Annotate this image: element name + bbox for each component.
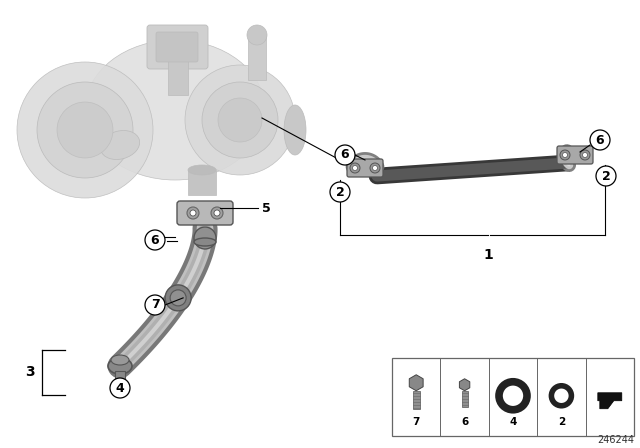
Circle shape	[372, 165, 378, 171]
Circle shape	[170, 290, 186, 306]
Text: 7: 7	[413, 417, 420, 427]
Text: 6: 6	[461, 417, 468, 427]
Circle shape	[211, 207, 223, 219]
Ellipse shape	[284, 105, 306, 155]
Circle shape	[590, 130, 610, 150]
Bar	[413, 391, 420, 409]
Circle shape	[110, 378, 130, 398]
Text: 2: 2	[602, 169, 611, 182]
Text: 6: 6	[150, 233, 159, 246]
Polygon shape	[409, 375, 423, 391]
Circle shape	[185, 65, 295, 175]
Bar	[115, 371, 125, 383]
Circle shape	[194, 227, 216, 249]
Ellipse shape	[188, 165, 216, 175]
Ellipse shape	[85, 40, 265, 180]
Bar	[392, 358, 634, 436]
FancyBboxPatch shape	[147, 25, 208, 69]
Text: 4: 4	[509, 417, 516, 427]
Circle shape	[247, 25, 267, 45]
Circle shape	[370, 163, 380, 173]
Text: 4: 4	[116, 382, 124, 395]
Circle shape	[145, 295, 165, 315]
Circle shape	[37, 82, 133, 178]
Ellipse shape	[194, 238, 216, 246]
Circle shape	[596, 166, 616, 186]
Circle shape	[190, 210, 196, 216]
Circle shape	[165, 285, 191, 311]
FancyBboxPatch shape	[347, 159, 383, 177]
Text: 6: 6	[596, 134, 604, 146]
Circle shape	[57, 102, 113, 158]
Text: 246244: 246244	[597, 435, 634, 445]
Bar	[168, 60, 188, 95]
Text: 2: 2	[558, 417, 565, 427]
Circle shape	[499, 382, 527, 410]
Circle shape	[17, 62, 153, 198]
Circle shape	[563, 152, 568, 158]
Text: 1: 1	[483, 248, 493, 262]
Text: 5: 5	[262, 202, 271, 215]
Text: 6: 6	[340, 148, 349, 161]
Text: 2: 2	[335, 185, 344, 198]
Bar	[461, 391, 468, 407]
Circle shape	[145, 230, 165, 250]
Circle shape	[214, 210, 220, 216]
Circle shape	[218, 98, 262, 142]
Text: 7: 7	[150, 298, 159, 311]
Circle shape	[187, 207, 199, 219]
FancyBboxPatch shape	[156, 32, 198, 62]
Bar	[248, 35, 266, 80]
Circle shape	[353, 165, 358, 171]
Circle shape	[202, 82, 278, 158]
Circle shape	[582, 152, 588, 158]
Ellipse shape	[108, 358, 132, 374]
Ellipse shape	[111, 355, 129, 365]
FancyBboxPatch shape	[177, 201, 233, 225]
Polygon shape	[598, 393, 622, 409]
Circle shape	[580, 150, 590, 160]
Circle shape	[552, 386, 572, 406]
Text: 3: 3	[25, 365, 35, 379]
Ellipse shape	[100, 130, 140, 159]
Circle shape	[350, 163, 360, 173]
Circle shape	[330, 182, 350, 202]
Bar	[188, 170, 216, 195]
FancyBboxPatch shape	[557, 146, 593, 164]
Circle shape	[560, 150, 570, 160]
Circle shape	[335, 145, 355, 165]
Polygon shape	[460, 379, 470, 391]
